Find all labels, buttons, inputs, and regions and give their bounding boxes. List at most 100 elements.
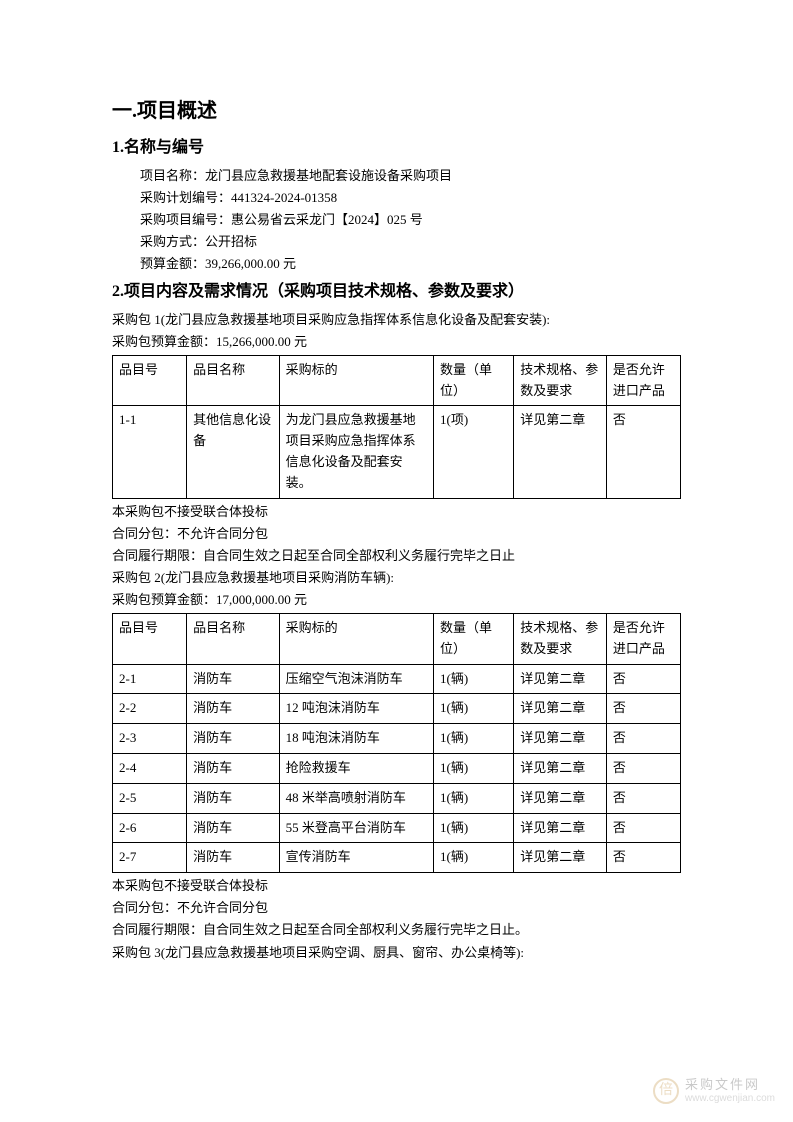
watermark-cn: 采购文件网 bbox=[685, 1078, 775, 1092]
table-cell: 1(辆) bbox=[434, 783, 514, 813]
method-value: 公开招标 bbox=[205, 234, 257, 249]
th-c1: 品目号 bbox=[113, 355, 187, 406]
table-cell: 2-3 bbox=[113, 724, 187, 754]
plan-no-label: 采购计划编号： bbox=[140, 190, 231, 205]
table-row: 1-1其他信息化设备为龙门县应急救援基地项目采购应急指挥体系信息化设备及配套安装… bbox=[113, 406, 681, 498]
notes-b-0: 本采购包不接受联合体投标 bbox=[112, 875, 681, 897]
budget-label: 预算金额： bbox=[140, 256, 205, 271]
table-row: 2-6消防车55 米登高平台消防车1(辆)详见第二章否 bbox=[113, 813, 681, 843]
table-cell: 宣传消防车 bbox=[279, 843, 433, 873]
notes-b-1: 合同分包：不允许合同分包 bbox=[112, 897, 681, 919]
watermark-url: www.cgwenjian.com bbox=[685, 1093, 775, 1104]
table-cell: 详见第二章 bbox=[514, 783, 607, 813]
plan-no-value: 441324-2024-01358 bbox=[231, 190, 337, 205]
th-c4: 数量（单位） bbox=[434, 614, 514, 665]
notes-a-0: 本采购包不接受联合体投标 bbox=[112, 501, 681, 523]
table-cell: 详见第二章 bbox=[514, 754, 607, 784]
table-cell: 否 bbox=[606, 694, 680, 724]
th-c6: 是否允许进口产品 bbox=[606, 614, 680, 665]
table-cell: 否 bbox=[606, 783, 680, 813]
table-cell: 1(辆) bbox=[434, 754, 514, 784]
table-cell: 否 bbox=[606, 664, 680, 694]
table-cell: 否 bbox=[606, 406, 680, 498]
project-name-label: 项目名称： bbox=[140, 168, 205, 183]
th-c1: 品目号 bbox=[113, 614, 187, 665]
table-cell: 消防车 bbox=[187, 783, 280, 813]
method-label: 采购方式： bbox=[140, 234, 205, 249]
table-header-row: 品目号 品目名称 采购标的 数量（单位） 技术规格、参数及要求 是否允许进口产品 bbox=[113, 614, 681, 665]
table-cell: 否 bbox=[606, 813, 680, 843]
table-row: 2-5消防车48 米举高喷射消防车1(辆)详见第二章否 bbox=[113, 783, 681, 813]
table-cell: 2-6 bbox=[113, 813, 187, 843]
project-name-value: 龙门县应急救援基地配套设施设备采购项目 bbox=[205, 168, 452, 183]
table-row: 2-4消防车抢险救援车1(辆)详见第二章否 bbox=[113, 754, 681, 784]
th-c2: 品目名称 bbox=[187, 614, 280, 665]
table-cell: 消防车 bbox=[187, 813, 280, 843]
table-cell: 1(辆) bbox=[434, 664, 514, 694]
pkg2-line: 采购包 2(龙门县应急救援基地项目采购消防车辆): bbox=[112, 567, 681, 589]
table-cell: 消防车 bbox=[187, 664, 280, 694]
pkg2-budget: 采购包预算金额：17,000,000.00 元 bbox=[112, 589, 681, 611]
watermark: 倍 采购文件网 www.cgwenjian.com bbox=[653, 1078, 775, 1104]
pkg1-budget: 采购包预算金额：15,266,000.00 元 bbox=[112, 331, 681, 353]
table-cell: 1(辆) bbox=[434, 694, 514, 724]
th-c6: 是否允许进口产品 bbox=[606, 355, 680, 406]
th-c3: 采购标的 bbox=[279, 355, 433, 406]
th-c4: 数量（单位） bbox=[434, 355, 514, 406]
table-cell: 2-1 bbox=[113, 664, 187, 694]
sub2-title: 2.项目内容及需求情况（采购项目技术规格、参数及要求） bbox=[112, 279, 681, 305]
table-cell: 18 吨泡沫消防车 bbox=[279, 724, 433, 754]
table-cell: 详见第二章 bbox=[514, 724, 607, 754]
table-cell: 1(辆) bbox=[434, 724, 514, 754]
table-row: 2-7消防车宣传消防车1(辆)详见第二章否 bbox=[113, 843, 681, 873]
table-cell: 1(项) bbox=[434, 406, 514, 498]
table-cell: 详见第二章 bbox=[514, 843, 607, 873]
budget-line: 预算金额：39,266,000.00 元 bbox=[112, 253, 681, 275]
table-cell: 压缩空气泡沫消防车 bbox=[279, 664, 433, 694]
table-cell: 否 bbox=[606, 843, 680, 873]
watermark-text: 采购文件网 www.cgwenjian.com bbox=[685, 1078, 775, 1103]
table-cell: 为龙门县应急救援基地项目采购应急指挥体系信息化设备及配套安装。 bbox=[279, 406, 433, 498]
table-cell: 抢险救援车 bbox=[279, 754, 433, 784]
table-cell: 2-5 bbox=[113, 783, 187, 813]
th-c3: 采购标的 bbox=[279, 614, 433, 665]
table-1: 品目号 品目名称 采购标的 数量（单位） 技术规格、参数及要求 是否允许进口产品… bbox=[112, 355, 681, 499]
table-cell: 详见第二章 bbox=[514, 664, 607, 694]
table-cell: 2-4 bbox=[113, 754, 187, 784]
table-cell: 1-1 bbox=[113, 406, 187, 498]
th-c2: 品目名称 bbox=[187, 355, 280, 406]
method-line: 采购方式：公开招标 bbox=[112, 231, 681, 253]
table-cell: 否 bbox=[606, 724, 680, 754]
pkg3-line: 采购包 3(龙门县应急救援基地项目采购空调、厨具、窗帘、办公桌椅等): bbox=[112, 942, 681, 964]
table-cell: 消防车 bbox=[187, 843, 280, 873]
notes-a-1: 合同分包：不允许合同分包 bbox=[112, 523, 681, 545]
proj-no-value: 惠公易省云采龙门【2024】025 号 bbox=[231, 212, 423, 227]
table-cell: 消防车 bbox=[187, 724, 280, 754]
plan-no-line: 采购计划编号：441324-2024-01358 bbox=[112, 187, 681, 209]
th-c5: 技术规格、参数及要求 bbox=[514, 355, 607, 406]
table-cell: 详见第二章 bbox=[514, 406, 607, 498]
table-cell: 消防车 bbox=[187, 694, 280, 724]
pkg1-line: 采购包 1(龙门县应急救援基地项目采购应急指挥体系信息化设备及配套安装): bbox=[112, 309, 681, 331]
table-row: 2-3消防车18 吨泡沫消防车1(辆)详见第二章否 bbox=[113, 724, 681, 754]
table-cell: 否 bbox=[606, 754, 680, 784]
table-row: 2-2消防车12 吨泡沫消防车1(辆)详见第二章否 bbox=[113, 694, 681, 724]
proj-no-line: 采购项目编号：惠公易省云采龙门【2024】025 号 bbox=[112, 209, 681, 231]
table-cell: 1(辆) bbox=[434, 843, 514, 873]
table-cell: 其他信息化设备 bbox=[187, 406, 280, 498]
table-2: 品目号 品目名称 采购标的 数量（单位） 技术规格、参数及要求 是否允许进口产品… bbox=[112, 613, 681, 873]
table-cell: 48 米举高喷射消防车 bbox=[279, 783, 433, 813]
table-cell: 2-2 bbox=[113, 694, 187, 724]
table-cell: 1(辆) bbox=[434, 813, 514, 843]
table-header-row: 品目号 品目名称 采购标的 数量（单位） 技术规格、参数及要求 是否允许进口产品 bbox=[113, 355, 681, 406]
sub1-title: 1.名称与编号 bbox=[112, 135, 681, 161]
project-name-line: 项目名称：龙门县应急救援基地配套设施设备采购项目 bbox=[112, 165, 681, 187]
notes-a-2: 合同履行期限：自合同生效之日起至合同全部权利义务履行完毕之日止 bbox=[112, 545, 681, 567]
table-cell: 详见第二章 bbox=[514, 813, 607, 843]
budget-value: 39,266,000.00 元 bbox=[205, 256, 296, 271]
proj-no-label: 采购项目编号： bbox=[140, 212, 231, 227]
table-row: 2-1消防车压缩空气泡沫消防车1(辆)详见第二章否 bbox=[113, 664, 681, 694]
table-cell: 55 米登高平台消防车 bbox=[279, 813, 433, 843]
section-title: 一.项目概述 bbox=[112, 95, 681, 127]
table-cell: 2-7 bbox=[113, 843, 187, 873]
